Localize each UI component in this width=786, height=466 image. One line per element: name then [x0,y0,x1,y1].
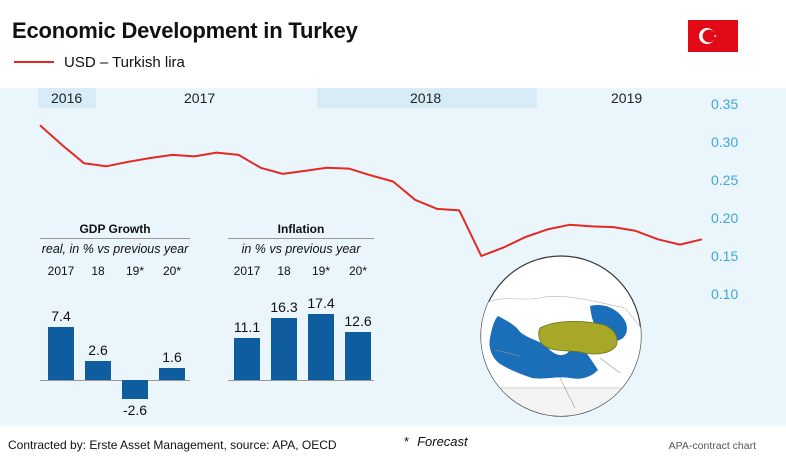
bar [122,380,148,399]
fx-line-chart [39,124,703,257]
year-band-2016 [38,88,96,108]
inflation-title-rule [228,238,374,239]
y-tick-label: 0.35 [711,96,739,112]
y-tick-label: 0.10 [711,286,739,302]
chart-title: Economic Development in Turkey [12,18,358,43]
bar-value-label: -2.6 [122,401,148,418]
bar-value-label: 2.6 [88,342,108,359]
bar-category-label: 19* [125,264,145,278]
bar-category-label: 2017 [47,264,75,278]
legend: USD – Turkish lira [14,52,185,72]
bar [308,313,334,380]
forecast-text: Forecast [417,434,468,449]
inflation-axis-line [228,380,374,381]
bar-category-label: 20* [162,264,182,278]
year-label-2019: 2019 [611,90,643,106]
bar-value-label: 17.4 [307,294,335,311]
bar [48,326,74,380]
gdp-panel-title: GDP Growth [79,222,151,236]
inflation-panel-title: Inflation [277,222,325,236]
forecast-note: * Forecast [404,434,468,449]
y-tick-label: 0.20 [711,210,739,226]
y-tick-label: 0.25 [711,172,739,188]
source-note: Contracted by: Erste Asset Management, s… [8,438,337,452]
inflation-panel-subtitle: in % vs previous year [241,242,361,256]
y-tick-label: 0.30 [711,134,739,150]
bar-category-label: 19* [311,264,331,278]
bar-value-label: 16.3 [270,299,298,316]
year-label-2017: 2017 [184,90,216,106]
bar [85,361,111,380]
gdp-axis-line [40,380,190,381]
fx-series-line [39,124,703,257]
legend-label: USD – Turkish lira [64,53,185,71]
plot-area: 2016 2017 2018 2019 0.35 0.30 0.25 0.20 … [0,88,786,426]
bar [159,368,185,380]
year-label-2018: 2018 [410,90,442,106]
forecast-mark: * [404,434,410,449]
chart-credit: APA-contract chart [668,440,756,452]
bar-value-label: 7.4 [51,307,71,324]
bar [271,318,297,380]
bar-category-label: 18 [91,264,105,278]
year-label-2016: 2016 [51,90,83,106]
bar-value-label: 1.6 [162,349,182,366]
bar-category-label: 18 [277,264,291,278]
gdp-title-rule [40,238,190,239]
bar-category-label: 20* [348,264,368,278]
bar-category-label: 2017 [233,264,261,278]
bar-value-label: 11.1 [233,318,261,335]
year-band-2018 [317,88,537,108]
bar [345,332,371,380]
bar-value-label: 12.6 [344,313,372,330]
legend-line-swatch [14,61,54,63]
turkey-flag-icon [688,20,738,52]
y-tick-label: 0.15 [711,248,739,264]
bar [234,337,260,380]
gdp-panel-subtitle: real, in % vs previous year [41,242,189,256]
